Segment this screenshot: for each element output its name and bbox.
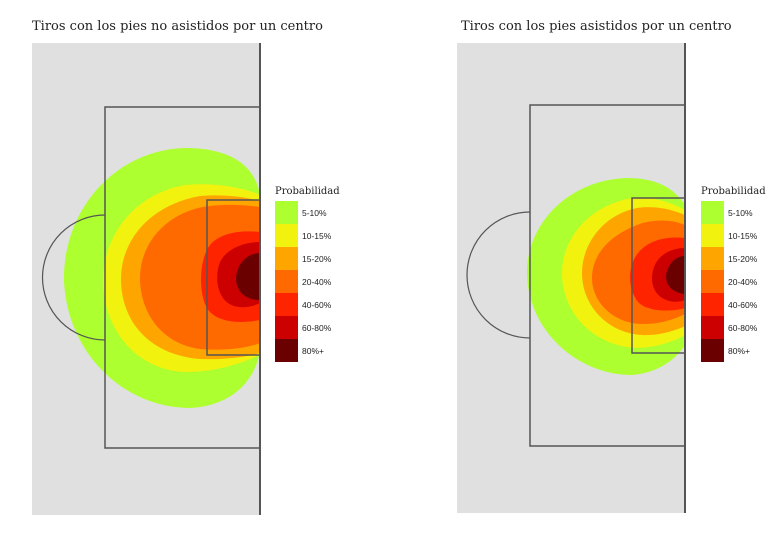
legend-item: 80%+ — [701, 339, 766, 362]
legend-swatch — [275, 270, 298, 293]
contours-unassisted — [63, 148, 261, 408]
goal-box — [206, 199, 260, 356]
legend-swatch — [701, 201, 724, 224]
legend-item: 20-40% — [275, 270, 340, 293]
legend-item: 5-10% — [275, 201, 340, 224]
legend-label: 40-60% — [302, 299, 332, 310]
legend-label: 15-20% — [302, 253, 332, 264]
chart-title: Tiros con los pies no asistidos por un c… — [32, 19, 323, 34]
legend-title: Probabilidad — [275, 186, 340, 197]
pitch-heatmap-assisted — [457, 43, 686, 513]
legend-swatch — [701, 247, 724, 270]
legend-item: 40-60% — [275, 293, 340, 316]
chart-panel-unassisted: Tiros con los pies no asistidos por un c… — [32, 19, 340, 515]
legend-label: 60-80% — [302, 322, 332, 333]
legend-swatch — [275, 247, 298, 270]
legend-item: 60-80% — [275, 316, 340, 339]
legend-item: 10-15% — [275, 224, 340, 247]
legend-label: 20-40% — [302, 276, 332, 287]
legend-item: 5-10% — [701, 201, 766, 224]
legend: Probabilidad 5-10% 10-15% 15-20% 20-40% 40-6… — [275, 186, 340, 362]
legend-item: 20-40% — [701, 270, 766, 293]
legend-swatch — [275, 339, 298, 362]
legend-label: 10-15% — [728, 230, 758, 241]
legend-swatch — [275, 293, 298, 316]
legend-swatch — [701, 316, 724, 339]
legend-label: 5-10% — [302, 207, 327, 218]
pitch-heatmap-unassisted — [32, 43, 261, 515]
legend-label: 60-80% — [728, 322, 758, 333]
legend-swatch — [275, 316, 298, 339]
legend-swatch — [701, 293, 724, 316]
legend-swatch — [701, 339, 724, 362]
legend-item: 10-15% — [701, 224, 766, 247]
pitch-lines — [466, 43, 686, 513]
chart-title: Tiros con los pies asistidos por un cent… — [461, 19, 732, 34]
goal-box — [631, 197, 685, 354]
legend-label: 20-40% — [728, 276, 758, 287]
penalty-box — [529, 104, 685, 447]
legend-item: 40-60% — [701, 293, 766, 316]
legend-item: 15-20% — [701, 247, 766, 270]
penalty-arc — [466, 211, 531, 339]
chart-panel-assisted: Tiros con los pies asistidos por un cent… — [387, 0, 774, 539]
penalty-box — [104, 106, 260, 449]
legend-items: 5-10% 10-15% 15-20% 20-40% 40-60% 60-80% 80%+ — [275, 201, 340, 362]
legend-swatch — [701, 224, 724, 247]
legend-swatch — [275, 224, 298, 247]
legend-label: 40-60% — [728, 299, 758, 310]
pitch-lines — [41, 43, 261, 515]
penalty-arc — [41, 214, 106, 341]
legend-items: 5-10% 10-15% 15-20% 20-40% 40-60% 60-80% 80%+ — [701, 201, 766, 362]
contour-80-plus — [666, 256, 685, 294]
legend-label: 15-20% — [728, 253, 758, 264]
legend-label: 80%+ — [728, 345, 750, 356]
contours-assisted — [527, 178, 685, 375]
legend-item: 15-20% — [275, 247, 340, 270]
legend-label: 10-15% — [302, 230, 332, 241]
legend-label: 80%+ — [302, 345, 324, 356]
legend-item: 60-80% — [701, 316, 766, 339]
legend: Probabilidad 5-10% 10-15% 15-20% 20-40% 40-6… — [701, 186, 766, 362]
legend-title: Probabilidad — [701, 186, 766, 197]
legend-swatch — [701, 270, 724, 293]
legend-swatch — [275, 201, 298, 224]
contour-80-plus — [236, 253, 260, 300]
legend-label: 5-10% — [728, 207, 753, 218]
legend-item: 80%+ — [275, 339, 340, 362]
